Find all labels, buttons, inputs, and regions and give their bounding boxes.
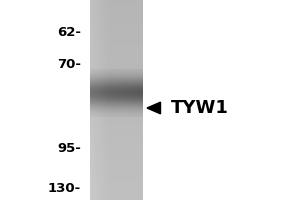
Polygon shape — [147, 102, 160, 114]
Text: 62-: 62- — [57, 25, 81, 38]
Text: 130-: 130- — [48, 182, 81, 196]
Text: 95-: 95- — [57, 142, 81, 154]
Text: 70-: 70- — [57, 58, 81, 71]
Text: TYW1: TYW1 — [171, 99, 229, 117]
